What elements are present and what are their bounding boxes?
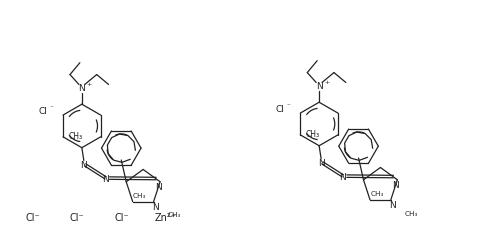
Text: CH₃: CH₃: [168, 213, 181, 218]
Text: Cl⁻: Cl⁻: [69, 213, 84, 223]
Text: Cl: Cl: [276, 105, 284, 114]
Text: Cl: Cl: [38, 107, 47, 116]
Text: ⁻: ⁻: [287, 103, 290, 109]
Text: CH₃: CH₃: [306, 130, 320, 139]
Text: Zn²⁺: Zn²⁺: [155, 213, 177, 223]
Text: CH₃: CH₃: [69, 132, 83, 141]
Text: ⁻: ⁻: [49, 105, 53, 111]
Text: Cl⁻: Cl⁻: [25, 213, 40, 223]
Text: Cl⁻: Cl⁻: [114, 213, 129, 223]
Text: CH₃: CH₃: [405, 211, 418, 216]
Text: N: N: [152, 203, 159, 212]
Text: CH₃: CH₃: [370, 191, 383, 197]
Text: N: N: [155, 183, 161, 192]
Text: +: +: [324, 80, 330, 85]
Text: N: N: [318, 159, 325, 168]
Text: N: N: [316, 82, 323, 91]
Text: CH₃: CH₃: [133, 193, 146, 199]
Text: N: N: [102, 175, 109, 184]
Text: +: +: [87, 82, 92, 87]
Text: N: N: [389, 201, 396, 210]
Text: N: N: [78, 84, 85, 93]
Text: N: N: [340, 173, 346, 182]
Text: N: N: [392, 181, 399, 190]
Text: N: N: [81, 161, 87, 170]
